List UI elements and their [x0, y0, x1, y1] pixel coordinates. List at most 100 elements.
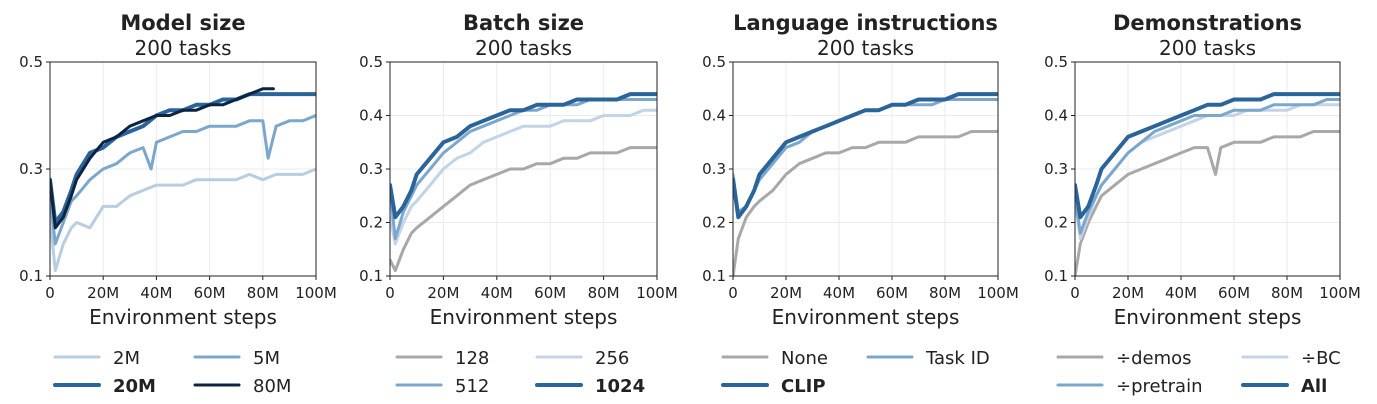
legend-label: ÷demos — [1116, 348, 1192, 369]
x-tick-label: 0 — [728, 284, 738, 302]
y-tick-label: 0.4 — [359, 107, 383, 125]
x-tick-label: 80M — [247, 284, 279, 302]
x-tick-label: 40M — [823, 284, 855, 302]
legend-item: ÷BC — [1241, 348, 1341, 369]
legend-item: 5M — [193, 348, 280, 369]
x-tick-label: 0 — [1070, 284, 1080, 302]
x-tick-label: 80M — [588, 284, 620, 302]
legend-label: 512 — [455, 376, 489, 397]
series-line-1024 — [390, 92, 657, 220]
y-tick-label: 0.1 — [19, 267, 43, 285]
legend-item: None — [721, 348, 828, 369]
legend-item: CLIP — [721, 376, 826, 397]
y-tick-label: 0.3 — [19, 160, 43, 178]
x-tick-label: 100M — [636, 284, 678, 302]
legend-item: All — [1241, 376, 1327, 397]
y-tick-label: 0.1 — [702, 267, 726, 285]
legend-item: 256 — [535, 348, 629, 369]
y-tick-label: 0.5 — [702, 53, 726, 71]
y-tick-label: 0.5 — [1044, 53, 1068, 71]
x-tick-label: 60M — [534, 284, 566, 302]
legend-label: None — [781, 348, 828, 369]
legend-item: Task ID — [866, 348, 990, 369]
x-tick-label: 80M — [1271, 284, 1303, 302]
legend-label: 128 — [455, 348, 489, 369]
x-tick-label: 80M — [929, 284, 961, 302]
legend-item: 2M — [53, 348, 140, 369]
chart-title: Language instructions — [733, 11, 998, 35]
chart-subtitle: 200 tasks — [1159, 36, 1256, 60]
series-line-clip — [733, 92, 998, 220]
x-axis-label: Environment steps — [430, 305, 618, 329]
legend-label: ÷pretrain — [1116, 376, 1202, 397]
x-axis-label: Environment steps — [89, 305, 277, 329]
x-tick-label: 60M — [1218, 284, 1250, 302]
legend-item: 1024 — [535, 376, 645, 397]
x-tick-label: 60M — [194, 284, 226, 302]
legend-label: All — [1301, 376, 1327, 397]
x-tick-label: 60M — [876, 284, 908, 302]
series-line-20m — [50, 92, 316, 225]
chart-subtitle: 200 tasks — [134, 36, 231, 60]
series-line-128 — [390, 146, 657, 273]
x-tick-label: 100M — [295, 284, 337, 302]
legend-item: 512 — [395, 376, 489, 397]
legend-label: CLIP — [781, 376, 826, 397]
series-line-all — [1075, 92, 1340, 220]
series-line-demos — [1075, 130, 1340, 276]
legend: None Task ID CLIP — [721, 348, 990, 397]
chart-subtitle: 200 tasks — [475, 36, 572, 60]
y-tick-label: 0.5 — [19, 53, 43, 71]
chart-subtitle: 200 tasks — [817, 36, 914, 60]
x-tick-label: 0 — [385, 284, 395, 302]
y-tick-label: 0.1 — [359, 267, 383, 285]
y-tick-label: 0.2 — [1044, 214, 1068, 232]
legend-label: 5M — [253, 348, 280, 369]
series-line-bc — [1075, 103, 1340, 241]
x-tick-label: 40M — [481, 284, 513, 302]
legend: 2M 5M 20M 80M — [53, 348, 291, 397]
legend-item: ÷demos — [1056, 348, 1192, 369]
y-tick-label: 0.5 — [359, 53, 383, 71]
x-tick-label: 20M — [770, 284, 802, 302]
legend-label: ÷BC — [1301, 348, 1341, 369]
x-tick-label: 0 — [45, 284, 55, 302]
x-tick-label: 20M — [87, 284, 119, 302]
y-tick-label: 0.4 — [702, 107, 726, 125]
series-line-80m — [50, 87, 275, 230]
plot-frame — [49, 61, 317, 277]
x-tick-label: 100M — [1319, 284, 1361, 302]
plot-frame — [389, 61, 658, 277]
legend: 128 256 512 1024 — [395, 348, 645, 397]
chart-title: Demonstrations — [1113, 11, 1302, 35]
legend-label: 20M — [113, 376, 156, 397]
plot-frame — [1074, 61, 1341, 277]
legend-item: 128 — [395, 348, 489, 369]
legend-label: 2M — [113, 348, 140, 369]
legend-item: 80M — [193, 376, 291, 397]
legend-label: 256 — [595, 348, 629, 369]
series-line-256 — [390, 108, 657, 246]
y-tick-label: 0.1 — [1044, 267, 1068, 285]
y-tick-label: 0.3 — [1044, 160, 1068, 178]
x-tick-label: 40M — [140, 284, 172, 302]
series-line-pretrain — [1075, 98, 1340, 235]
y-tick-label: 0.2 — [702, 214, 726, 232]
x-axis-label: Environment steps — [772, 305, 960, 329]
y-tick-label: 0.3 — [359, 160, 383, 178]
y-tick-label: 0.2 — [359, 214, 383, 232]
x-tick-label: 20M — [427, 284, 459, 302]
y-tick-label: 0.3 — [702, 160, 726, 178]
legend-label: 80M — [253, 376, 291, 397]
series-line-2m — [50, 167, 316, 273]
plot-frame — [732, 61, 999, 277]
chart-title: Model size — [120, 11, 245, 35]
series-line-5m — [50, 114, 316, 246]
x-tick-label: 40M — [1165, 284, 1197, 302]
legend: ÷demos ÷BC ÷pretrain All — [1056, 348, 1341, 397]
